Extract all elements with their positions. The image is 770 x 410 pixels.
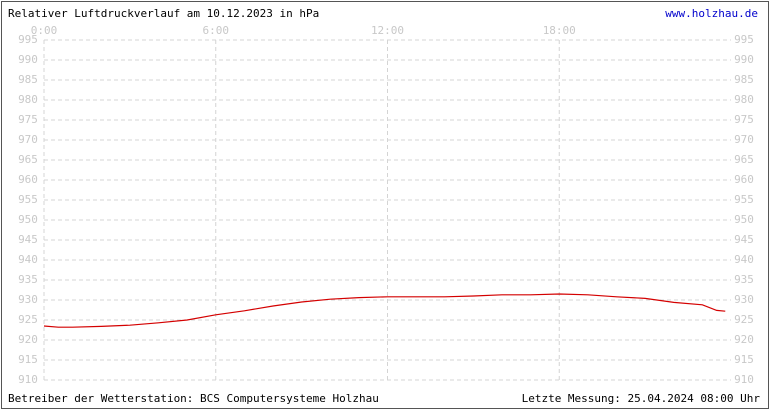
y-tick-label: 980 <box>18 93 38 106</box>
x-tick-label: 0:00 <box>31 24 58 37</box>
chart-title: Relativer Luftdruckverlauf am 10.12.2023… <box>8 7 319 20</box>
x-tick-label: 12:00 <box>371 24 404 37</box>
y-tick-label: 950 <box>18 213 38 226</box>
y-tick-label-right: 965 <box>734 153 754 166</box>
y-tick-label: 915 <box>18 353 38 366</box>
y-tick-label-right: 910 <box>734 373 754 386</box>
x-tick-label: 6:00 <box>203 24 230 37</box>
y-tick-label: 910 <box>18 373 38 386</box>
footer-last-measurement: Letzte Messung: 25.04.2024 08:00 Uhr <box>522 392 761 405</box>
y-tick-label-right: 920 <box>734 333 754 346</box>
y-tick-label: 955 <box>18 193 38 206</box>
y-tick-label: 965 <box>18 153 38 166</box>
y-tick-label-right: 955 <box>734 193 754 206</box>
y-tick-label-right: 960 <box>734 173 754 186</box>
y-tick-label: 970 <box>18 133 38 146</box>
y-tick-label: 960 <box>18 173 38 186</box>
y-tick-label-right: 940 <box>734 253 754 266</box>
y-tick-label: 925 <box>18 313 38 326</box>
x-tick-label: 18:00 <box>543 24 576 37</box>
y-tick-label-right: 945 <box>734 233 754 246</box>
y-tick-label-right: 995 <box>734 33 754 46</box>
y-tick-label: 990 <box>18 53 38 66</box>
y-tick-label: 975 <box>18 113 38 126</box>
y-tick-label: 945 <box>18 233 38 246</box>
y-tick-label-right: 950 <box>734 213 754 226</box>
y-tick-label-right: 930 <box>734 293 754 306</box>
y-tick-label-right: 980 <box>734 93 754 106</box>
pressure-line <box>43 293 726 328</box>
y-tick-label-right: 935 <box>734 273 754 286</box>
y-tick-label-right: 915 <box>734 353 754 366</box>
y-tick-label: 995 <box>18 33 38 46</box>
site-link[interactable]: www.holzhau.de <box>665 7 758 20</box>
y-tick-label-right: 990 <box>734 53 754 66</box>
y-tick-label: 940 <box>18 253 38 266</box>
footer-operator: Betreiber der Wetterstation: BCS Compute… <box>8 392 379 405</box>
y-tick-label: 935 <box>18 273 38 286</box>
y-tick-label-right: 975 <box>734 113 754 126</box>
y-tick-label: 930 <box>18 293 38 306</box>
y-tick-label-right: 970 <box>734 133 754 146</box>
y-tick-label-right: 925 <box>734 313 754 326</box>
y-tick-label: 920 <box>18 333 38 346</box>
y-tick-label-right: 985 <box>734 73 754 86</box>
y-tick-label: 985 <box>18 73 38 86</box>
